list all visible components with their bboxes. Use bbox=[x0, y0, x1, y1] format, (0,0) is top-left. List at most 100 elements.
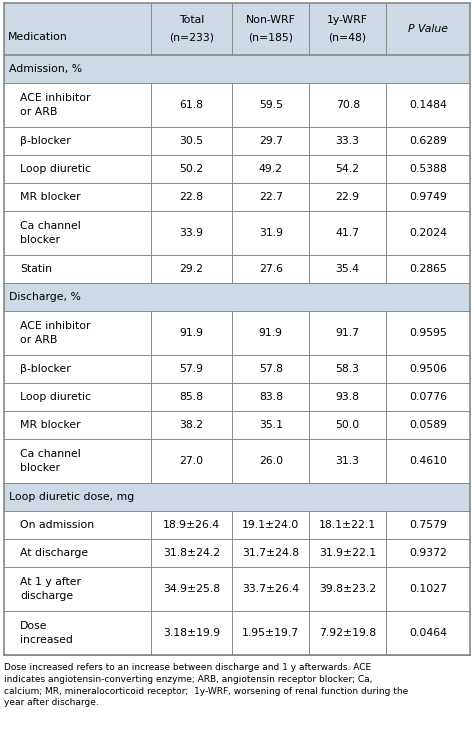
Text: 54.2: 54.2 bbox=[336, 164, 360, 174]
Text: Medication: Medication bbox=[8, 32, 68, 42]
Text: ACE inhibitor: ACE inhibitor bbox=[20, 92, 91, 103]
Text: Total: Total bbox=[179, 15, 204, 26]
Bar bbox=[4, 255, 470, 283]
Text: 18.1±22.1: 18.1±22.1 bbox=[319, 520, 376, 530]
Text: 33.9: 33.9 bbox=[180, 228, 203, 238]
Text: increased: increased bbox=[20, 635, 73, 646]
Bar bbox=[4, 3, 470, 55]
Text: 0.2865: 0.2865 bbox=[409, 264, 447, 274]
Bar bbox=[4, 567, 470, 611]
Text: 39.8±23.2: 39.8±23.2 bbox=[319, 584, 376, 594]
Text: 29.2: 29.2 bbox=[180, 264, 203, 274]
Text: 59.5: 59.5 bbox=[259, 100, 283, 110]
Bar bbox=[4, 411, 470, 439]
Text: At discharge: At discharge bbox=[20, 548, 88, 558]
Text: 33.3: 33.3 bbox=[336, 136, 360, 146]
Bar bbox=[4, 483, 470, 511]
Text: 27.6: 27.6 bbox=[259, 264, 283, 274]
Text: Loop diuretic: Loop diuretic bbox=[20, 392, 91, 402]
Text: 0.9749: 0.9749 bbox=[409, 192, 447, 202]
Text: 91.9: 91.9 bbox=[180, 328, 203, 338]
Text: 0.0776: 0.0776 bbox=[409, 392, 447, 402]
Text: 93.8: 93.8 bbox=[336, 392, 360, 402]
Text: Non-WRF: Non-WRF bbox=[246, 15, 296, 26]
Text: P Value: P Value bbox=[408, 24, 448, 34]
Text: MR blocker: MR blocker bbox=[20, 420, 81, 430]
Text: 1.95±19.7: 1.95±19.7 bbox=[242, 628, 300, 638]
Bar bbox=[4, 611, 470, 655]
Text: 0.2024: 0.2024 bbox=[409, 228, 447, 238]
Text: ACE inhibitor: ACE inhibitor bbox=[20, 320, 91, 331]
Text: 0.0464: 0.0464 bbox=[409, 628, 447, 638]
Bar bbox=[4, 183, 470, 211]
Text: 0.1484: 0.1484 bbox=[409, 100, 447, 110]
Text: 27.0: 27.0 bbox=[180, 456, 204, 466]
Text: Dose: Dose bbox=[20, 620, 47, 631]
Text: 31.9: 31.9 bbox=[259, 228, 283, 238]
Text: β-blocker: β-blocker bbox=[20, 364, 71, 374]
Text: 0.6289: 0.6289 bbox=[409, 136, 447, 146]
Text: 41.7: 41.7 bbox=[336, 228, 360, 238]
Text: or ARB: or ARB bbox=[20, 335, 57, 346]
Text: 31.7±24.8: 31.7±24.8 bbox=[242, 548, 300, 558]
Text: MR blocker: MR blocker bbox=[20, 192, 81, 202]
Text: 1y-WRF: 1y-WRF bbox=[327, 15, 368, 26]
Text: 30.5: 30.5 bbox=[180, 136, 204, 146]
Text: 29.7: 29.7 bbox=[259, 136, 283, 146]
Text: 19.1±24.0: 19.1±24.0 bbox=[242, 520, 300, 530]
Text: 22.7: 22.7 bbox=[259, 192, 283, 202]
Text: 91.7: 91.7 bbox=[336, 328, 360, 338]
Text: 22.9: 22.9 bbox=[336, 192, 360, 202]
Text: 38.2: 38.2 bbox=[180, 420, 203, 430]
Text: On admission: On admission bbox=[20, 520, 94, 530]
Text: Loop diuretic dose, mg: Loop diuretic dose, mg bbox=[9, 492, 134, 502]
Text: 0.9595: 0.9595 bbox=[409, 328, 447, 338]
Text: or ARB: or ARB bbox=[20, 107, 57, 118]
Text: 0.7579: 0.7579 bbox=[409, 520, 447, 530]
Text: 33.7±26.4: 33.7±26.4 bbox=[242, 584, 300, 594]
Bar bbox=[4, 83, 470, 127]
Text: Ca channel: Ca channel bbox=[20, 220, 81, 230]
Text: 7.92±19.8: 7.92±19.8 bbox=[319, 628, 376, 638]
Bar bbox=[4, 355, 470, 383]
Text: Loop diuretic: Loop diuretic bbox=[20, 164, 91, 174]
Text: 83.8: 83.8 bbox=[259, 392, 283, 402]
Text: 18.9±26.4: 18.9±26.4 bbox=[163, 520, 220, 530]
Text: 0.9372: 0.9372 bbox=[409, 548, 447, 558]
Text: β-blocker: β-blocker bbox=[20, 136, 71, 146]
Bar bbox=[4, 211, 470, 255]
Text: 58.3: 58.3 bbox=[336, 364, 360, 374]
Text: 0.4610: 0.4610 bbox=[409, 456, 447, 466]
Text: 50.2: 50.2 bbox=[180, 164, 204, 174]
Bar bbox=[4, 383, 470, 411]
Text: blocker: blocker bbox=[20, 464, 60, 473]
Text: Admission, %: Admission, % bbox=[9, 64, 82, 74]
Bar bbox=[4, 439, 470, 483]
Text: 57.9: 57.9 bbox=[180, 364, 203, 374]
Text: 35.4: 35.4 bbox=[336, 264, 360, 274]
Text: 91.9: 91.9 bbox=[259, 328, 283, 338]
Text: 34.9±25.8: 34.9±25.8 bbox=[163, 584, 220, 594]
Text: Discharge, %: Discharge, % bbox=[9, 292, 81, 302]
Text: 85.8: 85.8 bbox=[180, 392, 203, 402]
Bar bbox=[4, 283, 470, 311]
Text: Dose increased refers to an increase between discharge and 1 y afterwards. ACE
i: Dose increased refers to an increase bet… bbox=[4, 663, 408, 707]
Text: blocker: blocker bbox=[20, 236, 60, 245]
Text: (n=185): (n=185) bbox=[248, 33, 293, 43]
Text: (n=48): (n=48) bbox=[328, 33, 367, 43]
Text: Statin: Statin bbox=[20, 264, 52, 274]
Text: 61.8: 61.8 bbox=[180, 100, 203, 110]
Text: 3.18±19.9: 3.18±19.9 bbox=[163, 628, 220, 638]
Text: 0.5388: 0.5388 bbox=[409, 164, 447, 174]
Text: 0.0589: 0.0589 bbox=[409, 420, 447, 430]
Text: 31.3: 31.3 bbox=[336, 456, 360, 466]
Text: 0.9506: 0.9506 bbox=[409, 364, 447, 374]
Text: 50.0: 50.0 bbox=[336, 420, 360, 430]
Text: 70.8: 70.8 bbox=[336, 100, 360, 110]
Text: (n=233): (n=233) bbox=[169, 33, 214, 43]
Bar bbox=[4, 311, 470, 355]
Text: 31.8±24.2: 31.8±24.2 bbox=[163, 548, 220, 558]
Text: Ca channel: Ca channel bbox=[20, 448, 81, 458]
Bar bbox=[4, 55, 470, 83]
Text: At 1 y after: At 1 y after bbox=[20, 577, 81, 586]
